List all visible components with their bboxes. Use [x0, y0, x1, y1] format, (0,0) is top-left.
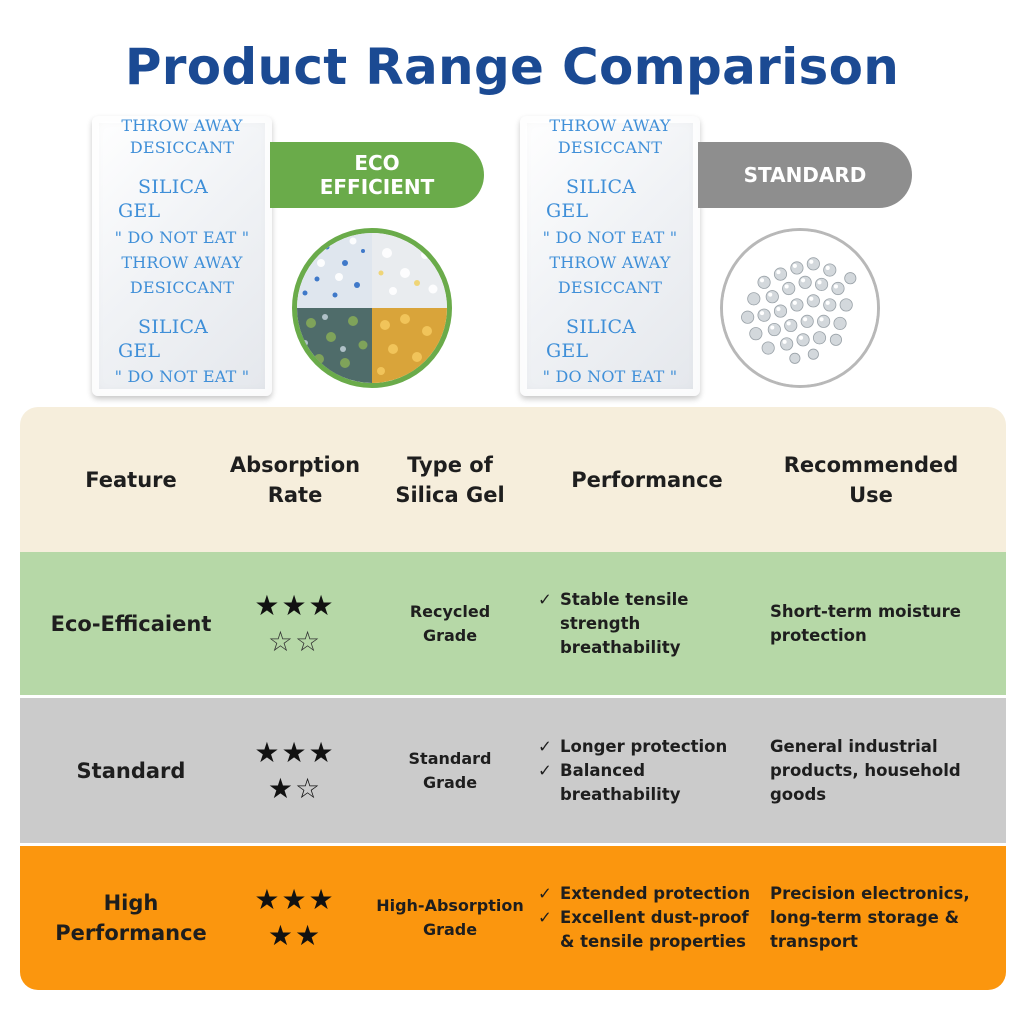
desiccant-packet-image: THROW AWAY DESICCANT SILICA GEL " DO NOT… [92, 116, 272, 396]
packet-text: " DO NOT EAT " [542, 228, 678, 247]
grade-cell: Recycled Grade [409, 601, 491, 645]
performance-cell: ✓ Longer protection ✓ Balanced breathabi… [538, 698, 756, 843]
standard-badge: STANDARD [698, 142, 912, 208]
badge-text: ECO [354, 151, 400, 175]
badge-text: EFFICIENT [319, 175, 435, 199]
check-icon: ✓ [538, 589, 552, 609]
check-icon: ✓ [538, 760, 552, 780]
performance-item: ✓ Longer protection [538, 735, 750, 759]
performance-cell: ✓ Extended protection ✓ Excellent dust-p… [538, 846, 756, 990]
grade-cell: Standard Grade [408, 748, 492, 792]
star-rating-icon: ★★ [267, 919, 323, 952]
feature-cell: High Performance [55, 891, 207, 945]
packet-text: DESICCANT [129, 278, 235, 297]
page-title: Product Range Comparison [124, 38, 900, 96]
packet-text: SILICA [566, 316, 637, 338]
packet-text: " DO NOT EAT " [114, 367, 250, 386]
packet-text: DESICCANT [129, 138, 235, 157]
absorption-rating: ★★★ ★★ [220, 846, 370, 990]
performance-item: ✓ Stable tensile strength breathability [538, 588, 710, 660]
grade-cell: High-Absorption Grade [376, 896, 524, 939]
packet-text: THROW AWAY [121, 116, 243, 135]
star-rating-icon: ★★★ [254, 883, 336, 916]
recommended-use-cell: Short-term moisture protection [770, 601, 961, 645]
product-eco-efficient: THROW AWAY DESICCANT SILICA GEL " DO NOT… [90, 110, 570, 400]
star-rating-icon: ★☆ [267, 771, 323, 805]
packet-text: SILICA [138, 176, 209, 198]
table-header-row: Feature Absorption Rate Type of Silica G… [20, 407, 1006, 552]
check-icon: ✓ [538, 908, 552, 927]
feature-cell: Standard [76, 758, 186, 783]
feature-cell: Eco-Efficaient [50, 611, 212, 636]
mixed-color-silica-beads-icon [292, 228, 452, 388]
packet-text: DESICCANT [557, 138, 663, 157]
packet-text: GEL [118, 340, 161, 362]
eco-efficient-badge: ECO EFFICIENT [270, 142, 484, 208]
performance-item: ✓ Excellent dust-proof & tensile propert… [538, 906, 756, 954]
performance-item: ✓ Balanced breathability [538, 759, 750, 807]
packet-text: GEL [546, 200, 589, 222]
header-type-of-silica-gel: Type of Silica Gel [395, 452, 505, 507]
packet-text: DESICCANT [557, 278, 663, 297]
header-absorption-rate: Absorption Rate [229, 452, 361, 507]
header-performance: Performance [571, 467, 723, 492]
absorption-rating: ★★★ ★☆ [220, 698, 370, 843]
check-icon: ✓ [538, 736, 552, 756]
table-row: Standard ★★★ ★☆ Standard Grade ✓ Longer … [20, 698, 1006, 843]
clear-silica-beads-icon [720, 228, 880, 388]
packet-text: GEL [118, 200, 161, 222]
badge-text: STANDARD [743, 163, 867, 187]
packet-text: " DO NOT EAT " [542, 367, 678, 386]
desiccant-packet-image: THROW AWAY DESICCANT SILICA GEL " DO NOT… [520, 116, 700, 396]
packet-text: THROW AWAY [549, 253, 671, 272]
packet-text: GEL [546, 340, 589, 362]
recommended-use-cell: General industrial products, household g… [770, 736, 961, 804]
star-rating-icon: ☆☆ [267, 624, 323, 658]
packet-text: " DO NOT EAT " [114, 228, 250, 247]
packet-text: THROW AWAY [121, 253, 243, 272]
table-row: Eco-Efficaient ★★★ ☆☆ Recycled Grade ✓ S… [20, 552, 1006, 695]
star-rating-icon: ★★★ [254, 588, 336, 622]
check-icon: ✓ [538, 884, 552, 903]
recommended-use-cell: Precision electronics, long-term storage… [770, 884, 970, 951]
table-row: High Performance ★★★ ★★ High-Absorption … [20, 846, 1006, 990]
packet-text: SILICA [138, 316, 209, 338]
packet-text: SILICA [566, 176, 637, 198]
performance-item: ✓ Extended protection [538, 882, 756, 906]
header-feature: Feature [85, 467, 177, 492]
product-standard: THROW AWAY DESICCANT SILICA GEL " DO NOT… [518, 110, 998, 400]
performance-cell: ✓ Stable tensile strength breathability [538, 552, 756, 695]
header-recommended-use: Recommended Use [783, 452, 959, 507]
absorption-rating: ★★★ ☆☆ [220, 552, 370, 695]
star-rating-icon: ★★★ [254, 735, 336, 769]
comparison-table: Feature Absorption Rate Type of Silica G… [20, 407, 1006, 990]
packet-text: THROW AWAY [549, 116, 671, 135]
